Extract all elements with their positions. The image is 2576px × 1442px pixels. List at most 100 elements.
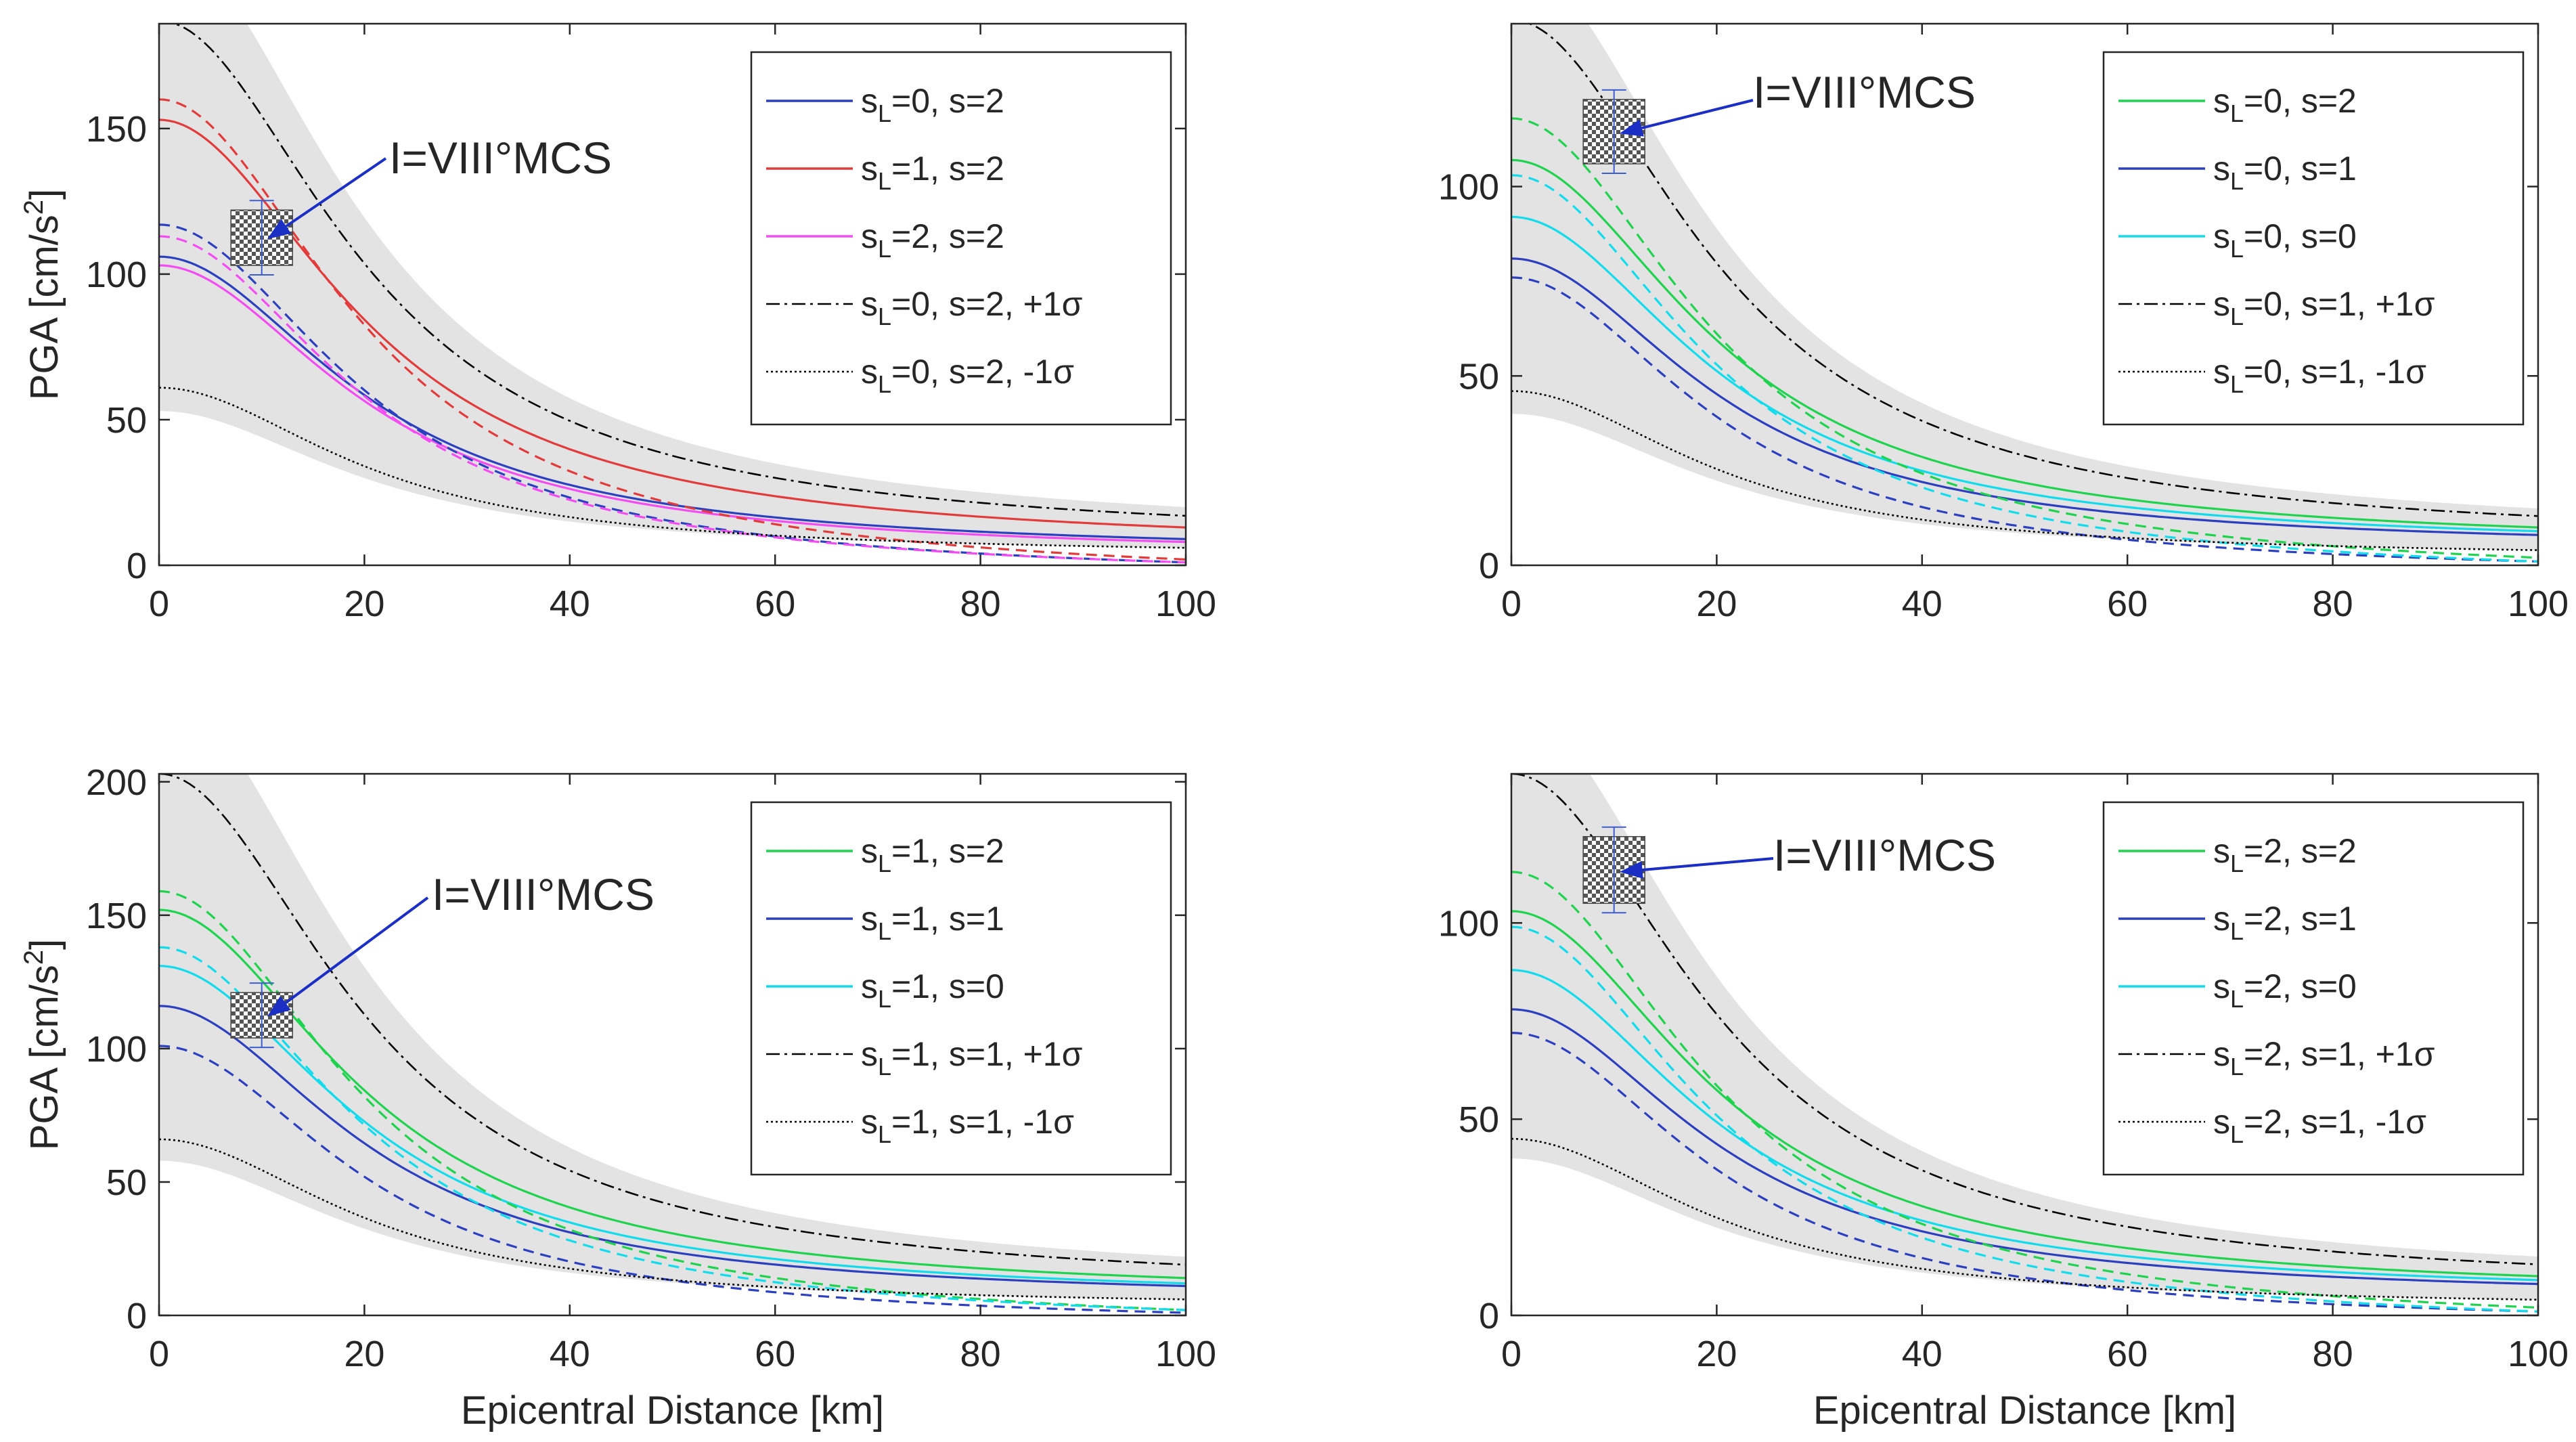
legend: sL=0, s=2sL=1, s=2sL=2, s=2sL=0, s=2, +1… bbox=[750, 51, 1172, 426]
plot-area bbox=[1511, 24, 2538, 563]
y-tick-label: 0 bbox=[1479, 546, 1499, 586]
legend-box bbox=[750, 801, 1172, 1176]
legend-entry-label: sL=0, s=1, +1σ bbox=[2213, 285, 2435, 330]
series-line-6 bbox=[159, 946, 1186, 1311]
series-line-4 bbox=[1511, 871, 2538, 1309]
y-tick-label: 200 bbox=[86, 762, 147, 803]
x-tick-label: 40 bbox=[1902, 1334, 1942, 1374]
x-tick-label: 80 bbox=[2313, 584, 2353, 624]
sigma-band bbox=[1511, 774, 2538, 1300]
x-tick-label: 60 bbox=[755, 584, 795, 624]
y-tick-label: 0 bbox=[1479, 1296, 1499, 1336]
plot-area bbox=[1511, 774, 2538, 1313]
series-line-8 bbox=[159, 387, 1186, 549]
annotation-arrow-shaft bbox=[1641, 99, 1754, 129]
series-line-1 bbox=[1511, 158, 2538, 529]
series-line-5 bbox=[159, 98, 1186, 561]
legend-box bbox=[750, 51, 1172, 426]
series-line-2 bbox=[159, 1005, 1186, 1288]
series-line-1 bbox=[159, 255, 1186, 540]
axes-frame bbox=[1510, 772, 2539, 1317]
legend-entry-label: sL=0, s=2, -1σ bbox=[861, 353, 1074, 398]
series-line-7 bbox=[1527, 24, 2538, 517]
annotation-arrow-shaft bbox=[285, 157, 387, 227]
x-tick-label: 0 bbox=[1501, 1334, 1522, 1374]
y-tick-label: 100 bbox=[86, 255, 147, 295]
x-tick-label: 0 bbox=[1501, 584, 1522, 624]
annotation-arrow-shaft bbox=[1642, 857, 1774, 871]
subplot-4: I=VIII°MCS 0 20 40 60 80 100 0 50 100 Epicentral D… bbox=[1438, 772, 2569, 1433]
legend-entry-label: sL=2, s=1 bbox=[2213, 900, 2357, 945]
y-axis-label: PGA [cm/s2] bbox=[19, 939, 66, 1150]
series-line-2 bbox=[1511, 1008, 2538, 1286]
x-tick-label: 40 bbox=[550, 584, 590, 624]
series-line-6 bbox=[1511, 925, 2538, 1313]
legend-box bbox=[2102, 51, 2525, 426]
x-tick-label: 60 bbox=[2107, 1334, 2148, 1374]
legend: sL=2, s=2sL=2, s=1sL=2, s=0sL=2, s=1, +1… bbox=[2102, 801, 2525, 1176]
series-line-4 bbox=[159, 223, 1186, 564]
series-line-8 bbox=[159, 1138, 1186, 1301]
x-tick-label: 60 bbox=[755, 1334, 795, 1374]
y-tick-label: 0 bbox=[127, 1296, 147, 1336]
y-tick-label: 50 bbox=[106, 1162, 147, 1203]
series-line-7 bbox=[172, 24, 1186, 517]
y-tick-label: 50 bbox=[1459, 356, 1499, 397]
x-tick-label: 100 bbox=[1155, 1334, 1216, 1374]
series-line-8 bbox=[1511, 1137, 2538, 1301]
annotation-arrowhead bbox=[267, 219, 292, 240]
subplot-3: I=VIII°MCS 0 20 40 60 80 100 0 50 100 150 200 PGA [c… bbox=[19, 762, 1216, 1433]
y-tick-label: 150 bbox=[86, 109, 147, 150]
legend: sL=0, s=2sL=0, s=1sL=0, s=0sL=0, s=1, +1… bbox=[2102, 51, 2525, 426]
annotation-label: I=VIII°MCS bbox=[389, 133, 612, 183]
subplot-2: I=VIII°MCS 0 20 40 60 80 100 0 50 100 sL=0, s=2sL=… bbox=[1438, 22, 2569, 624]
x-tick-label: 40 bbox=[1902, 584, 1942, 624]
series-line-4 bbox=[1511, 117, 2538, 559]
legend-entry-label: sL=0, s=2, +1σ bbox=[861, 285, 1083, 330]
y-tick-label: 100 bbox=[86, 1029, 147, 1070]
annotation-arrowhead bbox=[267, 995, 291, 1017]
plot-area bbox=[159, 24, 1186, 564]
series-line-3 bbox=[1511, 215, 2538, 533]
legend-entry-label: sL=1, s=1, -1σ bbox=[861, 1103, 1074, 1148]
y-tick-label: 100 bbox=[1438, 167, 1499, 208]
subplot-1: I=VIII°MCS 0 20 40 60 80 100 0 50 100 150 PGA [cm/s… bbox=[19, 22, 1216, 624]
legend: sL=1, s=2sL=1, s=1sL=1, s=0sL=1, s=1, +1… bbox=[750, 801, 1172, 1176]
legend-entry-label: sL=0, s=1 bbox=[2213, 150, 2357, 195]
annotation-label: I=VIII°MCS bbox=[432, 869, 654, 919]
series-line-5 bbox=[159, 1045, 1186, 1314]
legend-entry-label: sL=1, s=1, +1σ bbox=[861, 1035, 1083, 1080]
series-line-8 bbox=[1511, 390, 2538, 551]
x-tick-label: 100 bbox=[2508, 584, 2569, 624]
annotation-label: I=VIII°MCS bbox=[1773, 830, 1996, 880]
y-axis-label: PGA [cm/s2] bbox=[19, 189, 66, 400]
series-line-1 bbox=[1511, 910, 2538, 1277]
x-axis-label: Epicentral Distance [km] bbox=[1813, 1389, 2236, 1433]
sigma-band bbox=[1511, 24, 2538, 550]
x-tick-label: 60 bbox=[2107, 584, 2148, 624]
legend-entry-label: sL=1, s=2 bbox=[861, 150, 1004, 195]
y-tick-label: 150 bbox=[86, 896, 147, 936]
x-tick-label: 20 bbox=[344, 1334, 384, 1374]
annotation-arrow-shaft bbox=[284, 896, 429, 1005]
series-line-3 bbox=[159, 264, 1186, 544]
x-tick-label: 20 bbox=[1696, 1334, 1737, 1374]
y-tick-label: 100 bbox=[1438, 903, 1499, 944]
x-tick-label: 100 bbox=[1155, 584, 1216, 624]
x-tick-label: 100 bbox=[2508, 1334, 2569, 1374]
axes-frame bbox=[158, 22, 1187, 567]
annotation-label: I=VIII°MCS bbox=[1753, 67, 1976, 117]
series-line-5 bbox=[1511, 276, 2538, 563]
series-line-3 bbox=[1511, 969, 2538, 1282]
y-tick-label: 0 bbox=[127, 546, 147, 586]
x-tick-label: 20 bbox=[1696, 584, 1737, 624]
x-tick-label: 80 bbox=[960, 1334, 1001, 1374]
sigma-band bbox=[159, 24, 1186, 548]
annotation-arrowhead bbox=[1619, 861, 1643, 879]
x-tick-label: 80 bbox=[2313, 1334, 2353, 1374]
series-line-4 bbox=[159, 890, 1186, 1311]
sigma-band bbox=[159, 774, 1186, 1300]
y-tick-label: 50 bbox=[1459, 1099, 1499, 1140]
x-tick-label: 0 bbox=[149, 1334, 169, 1374]
